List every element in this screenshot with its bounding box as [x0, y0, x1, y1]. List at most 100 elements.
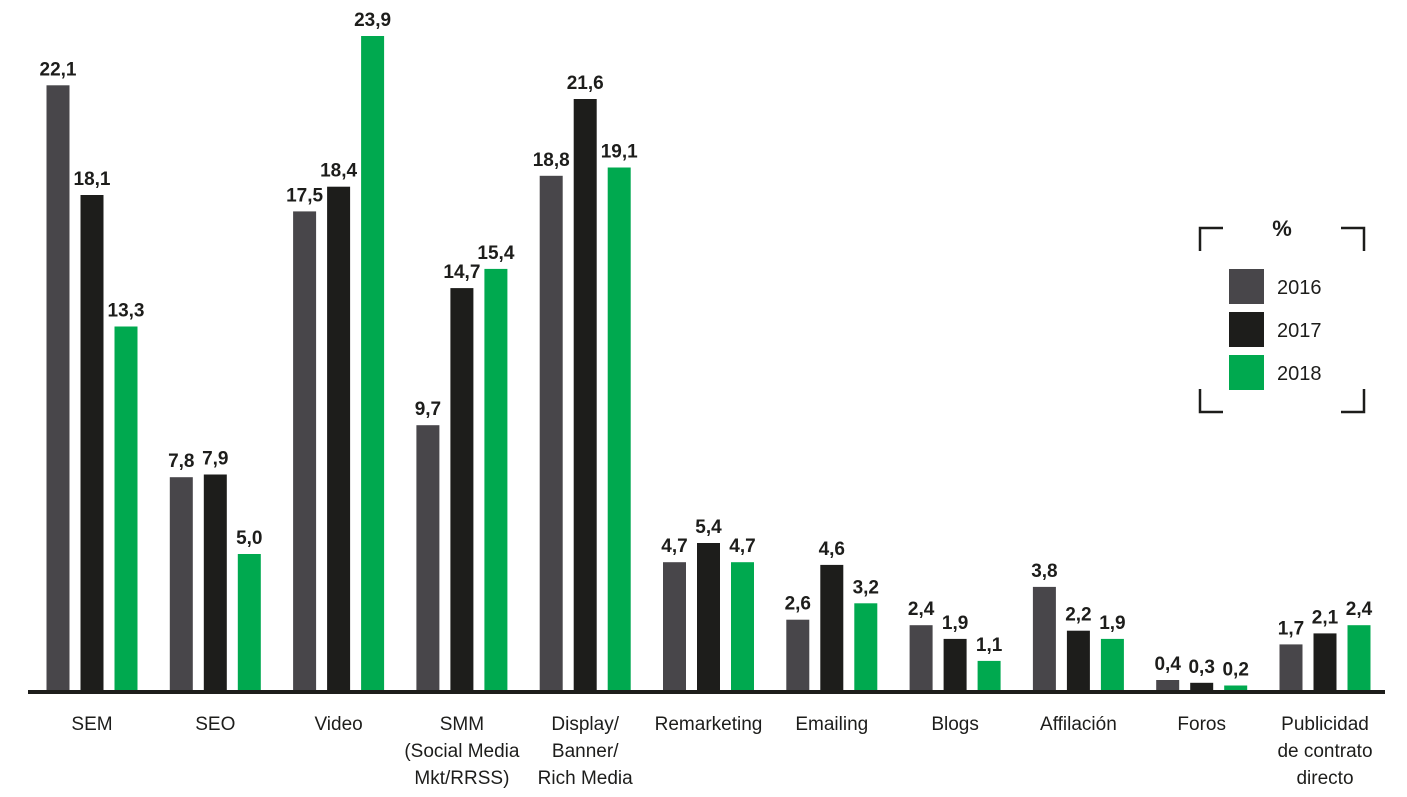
value-label-2016-9: 0,4 — [1154, 654, 1181, 675]
value-label-2018-2: 23,9 — [354, 10, 391, 31]
bar-2016-8 — [1032, 586, 1056, 691]
legend-swatch-2018 — [1229, 355, 1264, 390]
bar-2017-8 — [1066, 630, 1090, 691]
legend-swatch-2016 — [1229, 269, 1264, 304]
bar-2018-2 — [361, 36, 385, 691]
bar-2016-7 — [909, 625, 933, 691]
category-label-4-line-0: Display/ — [551, 714, 619, 735]
value-label-2018-5: 4,7 — [729, 536, 755, 557]
legend-label-2016: 2016 — [1277, 277, 1322, 299]
category-label-4-line-1: Banner/ — [552, 741, 619, 762]
legend-label-2017: 2017 — [1277, 320, 1322, 342]
bar-2018-9 — [1224, 685, 1248, 691]
value-label-2017-5: 5,4 — [695, 517, 722, 538]
value-label-2018-7: 1,1 — [976, 635, 1003, 656]
legend: % 2016 2017 2018 — [1198, 216, 1366, 414]
value-label-2016-6: 2,6 — [785, 594, 811, 615]
value-label-2017-4: 21,6 — [567, 73, 604, 94]
bar-2017-6 — [820, 564, 844, 691]
value-label-2016-5: 4,7 — [661, 536, 687, 557]
bar-2018-8 — [1100, 638, 1124, 691]
bar-2017-7 — [943, 638, 967, 691]
legend-corner-tr — [1341, 226, 1366, 251]
bar-2017-9 — [1190, 682, 1214, 691]
legend-swatch-2017 — [1229, 312, 1264, 347]
bar-2016-4 — [539, 175, 563, 692]
value-label-2018-10: 2,4 — [1346, 599, 1373, 620]
bar-2018-0 — [114, 326, 138, 691]
category-label-3-line-1: (Social Media — [404, 741, 520, 762]
category-label-10-line-2: directo — [1296, 768, 1353, 789]
value-label-2016-0: 22,1 — [40, 59, 77, 80]
bar-2017-10 — [1313, 633, 1337, 691]
legend-title: % — [1272, 216, 1292, 241]
value-label-2018-0: 13,3 — [108, 301, 145, 322]
value-label-2017-7: 1,9 — [942, 613, 968, 634]
bar-2016-10 — [1279, 644, 1303, 691]
value-label-2016-7: 2,4 — [908, 599, 935, 620]
legend-corner-bl — [1198, 389, 1223, 414]
category-label-10-line-0: Publicidad — [1281, 714, 1369, 735]
bar-2017-3 — [450, 288, 474, 691]
bar-2018-7 — [977, 660, 1001, 691]
category-label-2-line-0: Video — [314, 714, 362, 735]
bar-2018-3 — [484, 268, 508, 691]
value-label-2017-6: 4,6 — [819, 539, 845, 560]
category-label-4-line-2: Rich Media — [538, 768, 633, 789]
value-label-2018-8: 1,9 — [1099, 613, 1125, 634]
legend-label-2018: 2018 — [1277, 363, 1322, 385]
bar-2016-2 — [293, 211, 317, 691]
value-label-2016-8: 3,8 — [1031, 561, 1057, 582]
bar-2017-4 — [573, 99, 597, 691]
value-label-2016-10: 1,7 — [1278, 618, 1304, 639]
legend-items: 2016 2017 2018 — [1229, 269, 1322, 390]
bar-2018-4 — [607, 167, 631, 691]
value-label-2018-6: 3,2 — [853, 577, 879, 598]
bars-group — [46, 36, 1371, 692]
value-label-2018-4: 19,1 — [601, 142, 638, 163]
category-label-6-line-0: Emailing — [795, 714, 868, 735]
legend-corner-br — [1341, 389, 1366, 414]
value-label-2017-9: 0,3 — [1188, 657, 1214, 678]
bar-2016-9 — [1156, 680, 1180, 691]
bar-2018-6 — [854, 603, 878, 691]
value-label-2017-10: 2,1 — [1312, 607, 1339, 628]
category-label-9-line-0: Foros — [1177, 714, 1226, 735]
bar-2017-1 — [203, 474, 227, 691]
value-label-2017-3: 14,7 — [443, 262, 480, 283]
value-label-2016-1: 7,8 — [168, 451, 194, 472]
category-label-3-line-0: SMM — [440, 714, 484, 735]
value-label-2018-1: 5,0 — [236, 528, 262, 549]
value-label-2016-2: 17,5 — [286, 185, 323, 206]
category-label-7-line-0: Blogs — [931, 714, 979, 735]
category-label-10-line-1: de contrato — [1277, 741, 1372, 762]
value-label-2017-2: 18,4 — [320, 161, 357, 182]
category-label-5-line-0: Remarketing — [655, 714, 763, 735]
bar-2017-0 — [80, 195, 104, 691]
bar-2017-5 — [697, 543, 720, 691]
bar-2018-1 — [237, 554, 261, 691]
value-label-2018-3: 15,4 — [477, 243, 514, 264]
value-label-2016-3: 9,7 — [415, 399, 441, 420]
value-label-2017-8: 2,2 — [1065, 605, 1091, 626]
bar-2016-3 — [416, 425, 440, 691]
category-label-1-line-0: SEO — [195, 714, 235, 735]
value-label-2017-0: 18,1 — [74, 169, 111, 190]
legend-corner-tl — [1198, 226, 1223, 251]
bar-2016-5 — [663, 562, 686, 691]
value-label-2016-4: 18,8 — [533, 150, 570, 171]
value-label-2018-9: 0,2 — [1222, 660, 1248, 681]
bar-2017-2 — [327, 186, 351, 691]
category-label-0-line-0: SEM — [71, 714, 112, 735]
bar-2018-10 — [1347, 625, 1371, 691]
bar-2016-1 — [169, 477, 193, 691]
value-label-2017-1: 7,9 — [202, 449, 228, 470]
bar-2018-5 — [731, 562, 754, 691]
category-labels-group: SEM SEO Video SMM (Social Media Mkt/RRSS) Disp… — [71, 714, 1372, 789]
category-label-3-line-2: Mkt/RRSS) — [414, 768, 509, 789]
value-labels-group: 22,1 18,1 13,3 7,8 7,9 5,0 17,5 18,4 23,9 9,7 14,7… — [40, 10, 1373, 681]
bar-2016-0 — [46, 85, 70, 692]
category-label-8-line-0: Affilación — [1040, 714, 1117, 735]
bar-2016-6 — [786, 619, 810, 691]
